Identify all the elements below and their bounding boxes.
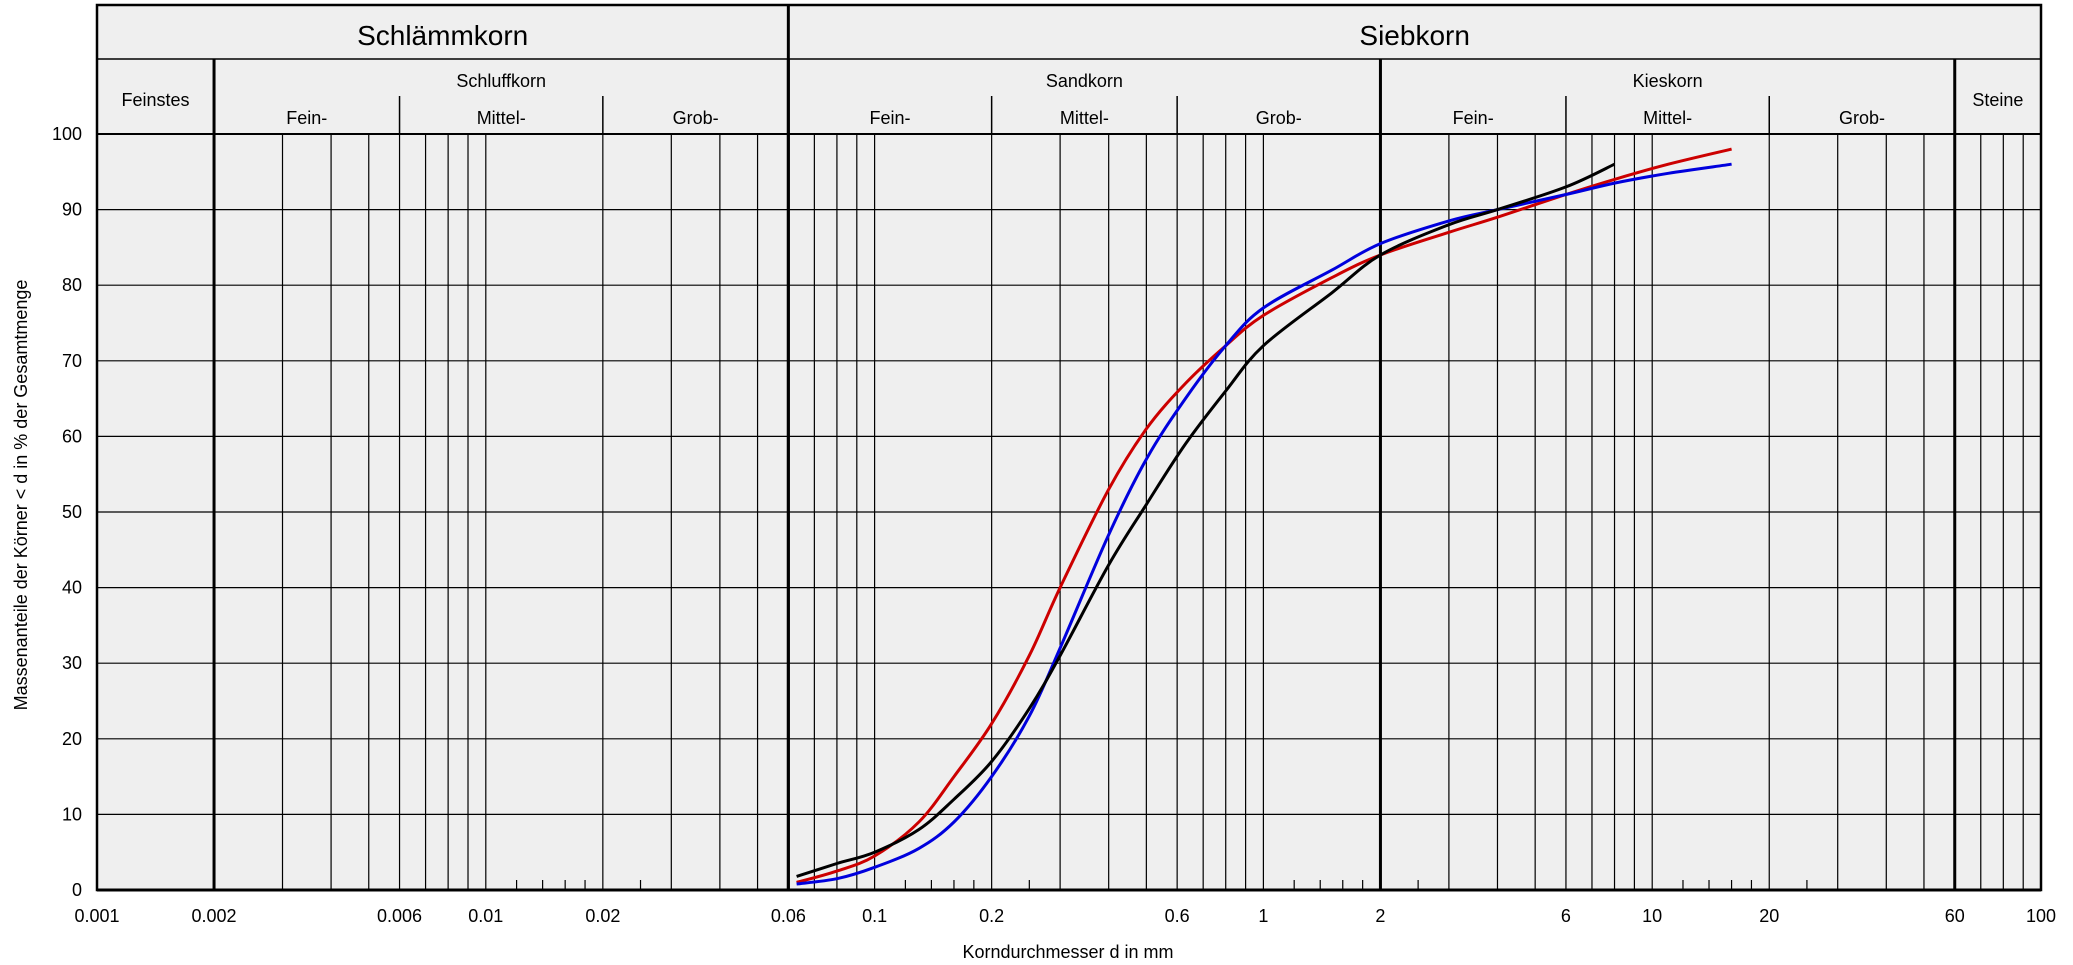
y-tick-label-60: 60 bbox=[62, 426, 82, 446]
x-tick-label-0.6: 0.6 bbox=[1165, 906, 1190, 926]
header-schluffkorn: Schluffkorn bbox=[456, 71, 546, 91]
y-tick-label-0: 0 bbox=[72, 880, 82, 900]
x-tick-label-0.1: 0.1 bbox=[862, 906, 887, 926]
y-tick-label-30: 30 bbox=[62, 653, 82, 673]
y-tick-label-50: 50 bbox=[62, 502, 82, 522]
y-tick-label-90: 90 bbox=[62, 200, 82, 220]
x-tick-label-0.01: 0.01 bbox=[468, 906, 503, 926]
header-sandkorn: Sandkorn bbox=[1046, 71, 1123, 91]
axes: 0 10 20 30 40 50 60 70 80 90 100 0.001 0.002 0.006 0.0… bbox=[52, 3, 2056, 926]
y-tick-label-10: 10 bbox=[62, 804, 82, 824]
header-kieskorn: Kieskorn bbox=[1633, 71, 1703, 91]
grain-class-header: Schlämmkorn Siebkorn Feinstes Schluffkorn Sa… bbox=[97, 20, 2041, 135]
header-steine: Steine bbox=[1972, 90, 2023, 110]
header-sub-fein-3: Fein- bbox=[869, 108, 910, 128]
header-sub-grob-8: Grob- bbox=[1839, 108, 1885, 128]
series-line-1 bbox=[796, 147, 1732, 884]
x-tick-label-0.002: 0.002 bbox=[192, 906, 237, 926]
x-tick-label-6: 6 bbox=[1561, 906, 1571, 926]
y-tick-label-70: 70 bbox=[62, 351, 82, 371]
x-tick-label-0.02: 0.02 bbox=[585, 906, 620, 926]
series-line-2 bbox=[796, 162, 1732, 886]
series-group bbox=[796, 147, 1732, 886]
header-sub-fein-6: Fein- bbox=[1453, 108, 1494, 128]
header-sub-mittel-1: Mittel- bbox=[477, 108, 526, 128]
x-tick-label-0.06: 0.06 bbox=[771, 906, 806, 926]
x-tick-label-10: 10 bbox=[1642, 906, 1662, 926]
header-sub-grob-2: Grob- bbox=[673, 108, 719, 128]
header-sub-fein-0: Fein- bbox=[286, 108, 327, 128]
x-tick-label-1: 1 bbox=[1258, 906, 1268, 926]
header-sub-mittel-4: Mittel- bbox=[1060, 108, 1109, 128]
series-line-3 bbox=[796, 162, 1616, 878]
header-schlämmkorn: Schlämmkorn bbox=[357, 20, 528, 51]
y-tick-label-40: 40 bbox=[62, 578, 82, 598]
y-tick-label-20: 20 bbox=[62, 729, 82, 749]
header-sub-grob-5: Grob- bbox=[1256, 108, 1302, 128]
x-tick-label-0.001: 0.001 bbox=[74, 906, 119, 926]
x-axis-label: Korndurchmesser d in mm bbox=[962, 942, 1173, 962]
x-tick-label-2: 2 bbox=[1375, 906, 1385, 926]
x-tick-label-60: 60 bbox=[1945, 906, 1965, 926]
header-siebkorn: Siebkorn bbox=[1359, 20, 1470, 51]
x-tick-label-0.2: 0.2 bbox=[979, 906, 1004, 926]
plot-background bbox=[97, 5, 2041, 890]
header-sub-mittel-7: Mittel- bbox=[1643, 108, 1692, 128]
y-axis-label: Massenanteile der Körner < d in % der Ge… bbox=[11, 280, 31, 711]
header-feinstes: Feinstes bbox=[122, 90, 190, 110]
x-tick-label-0.006: 0.006 bbox=[377, 906, 422, 926]
x-tick-label-100: 100 bbox=[2026, 906, 2056, 926]
y-tick-label-100: 100 bbox=[52, 124, 82, 144]
x-tick-label-20: 20 bbox=[1759, 906, 1779, 926]
y-tick-label-80: 80 bbox=[62, 275, 82, 295]
